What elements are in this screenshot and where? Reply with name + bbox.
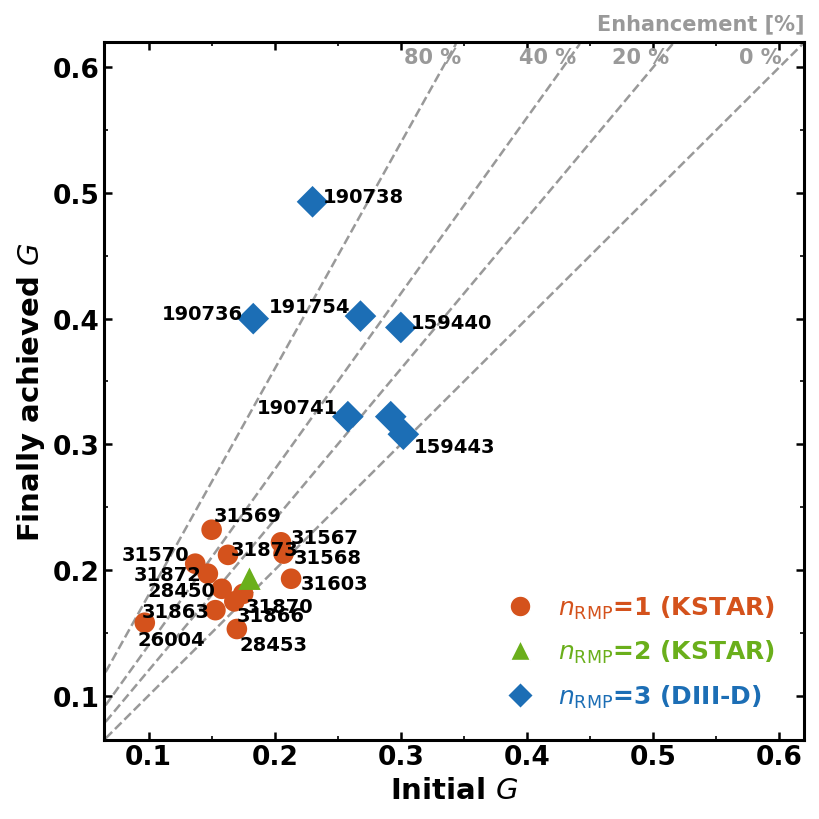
Text: 40 %: 40 %	[518, 48, 575, 68]
Text: 31567: 31567	[291, 528, 359, 547]
Text: 80 %: 80 %	[403, 48, 460, 68]
Point	[209, 604, 222, 617]
Text: 31870: 31870	[246, 597, 313, 616]
Text: 190741: 190741	[256, 399, 337, 418]
Text: 31603: 31603	[301, 575, 369, 594]
Point	[242, 572, 256, 586]
Point	[188, 558, 201, 571]
Text: 31873: 31873	[230, 541, 298, 559]
Point	[201, 568, 214, 581]
Text: 31569: 31569	[214, 507, 282, 526]
Text: 159443: 159443	[413, 438, 495, 457]
Point	[215, 582, 228, 595]
Point	[205, 523, 218, 536]
Text: 31863: 31863	[141, 602, 209, 621]
Point	[230, 622, 243, 636]
Text: 31568: 31568	[293, 548, 361, 568]
Point	[221, 549, 234, 562]
Text: 31872: 31872	[133, 566, 201, 585]
Point	[138, 617, 152, 630]
Point	[354, 310, 367, 324]
Text: 26004: 26004	[137, 630, 205, 649]
Text: 28450: 28450	[147, 581, 215, 600]
Point	[277, 547, 290, 560]
Point	[228, 595, 241, 609]
Text: 20 %: 20 %	[611, 48, 668, 68]
Point	[274, 536, 287, 550]
Text: 0 %: 0 %	[738, 48, 781, 68]
Point	[396, 428, 410, 441]
Text: Enhancement [%]: Enhancement [%]	[596, 14, 803, 34]
Point	[341, 410, 354, 423]
Text: 28453: 28453	[239, 635, 307, 654]
Y-axis label: Finally achieved $G$: Finally achieved $G$	[15, 242, 47, 541]
Text: 191754: 191754	[269, 297, 350, 316]
Point	[384, 410, 397, 423]
X-axis label: Initial $G$: Initial $G$	[390, 776, 518, 804]
Point	[247, 313, 260, 326]
Text: 31570: 31570	[121, 545, 188, 564]
Legend: $n_{\mathrm{RMP}}$=1 (KSTAR), $n_{\mathrm{RMP}}$=2 (KSTAR), $n_{\mathrm{RMP}}$=3: $n_{\mathrm{RMP}}$=1 (KSTAR), $n_{\mathr…	[485, 584, 784, 720]
Point	[394, 322, 407, 335]
Text: 31866: 31866	[237, 606, 305, 625]
Text: 159440: 159440	[410, 314, 491, 333]
Point	[237, 587, 250, 600]
Point	[305, 196, 319, 209]
Text: 190736: 190736	[162, 305, 243, 324]
Text: 190738: 190738	[322, 188, 403, 207]
Point	[284, 572, 297, 586]
